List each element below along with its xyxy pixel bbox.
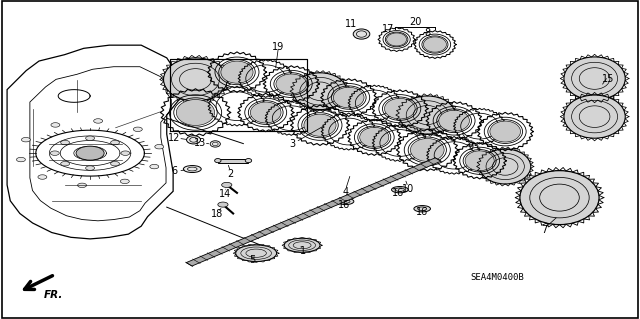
- Ellipse shape: [284, 238, 320, 252]
- Text: 4: 4: [342, 187, 349, 197]
- Circle shape: [218, 202, 228, 207]
- Text: 5: 5: [249, 255, 255, 264]
- Text: 2: 2: [227, 169, 234, 179]
- Circle shape: [221, 182, 232, 188]
- Circle shape: [21, 137, 30, 142]
- Ellipse shape: [360, 127, 389, 147]
- Text: 16: 16: [338, 200, 350, 210]
- Text: 19: 19: [273, 42, 285, 52]
- Ellipse shape: [214, 159, 221, 163]
- Polygon shape: [186, 158, 441, 266]
- Circle shape: [38, 175, 47, 179]
- Circle shape: [61, 161, 70, 166]
- Text: 1: 1: [300, 246, 307, 256]
- Ellipse shape: [424, 37, 447, 52]
- Text: 13: 13: [194, 138, 206, 148]
- Text: 11: 11: [344, 19, 356, 29]
- Circle shape: [76, 146, 104, 160]
- Ellipse shape: [414, 205, 431, 212]
- Ellipse shape: [221, 61, 253, 83]
- Circle shape: [155, 145, 164, 149]
- Ellipse shape: [236, 245, 276, 262]
- Text: 10: 10: [402, 184, 414, 194]
- Text: 12: 12: [168, 133, 180, 143]
- Ellipse shape: [410, 138, 444, 161]
- Ellipse shape: [250, 102, 281, 123]
- Text: 3: 3: [289, 139, 295, 149]
- Ellipse shape: [520, 171, 599, 225]
- Circle shape: [111, 140, 120, 145]
- Ellipse shape: [210, 141, 220, 147]
- Bar: [218, 159, 248, 163]
- Text: SEA4M0400B: SEA4M0400B: [470, 272, 524, 281]
- Ellipse shape: [387, 33, 406, 46]
- Circle shape: [77, 183, 86, 188]
- Text: 15: 15: [602, 73, 614, 84]
- Ellipse shape: [465, 151, 494, 171]
- Ellipse shape: [183, 166, 201, 173]
- Ellipse shape: [186, 136, 200, 144]
- Text: 18: 18: [211, 210, 223, 219]
- Ellipse shape: [276, 74, 307, 94]
- Circle shape: [120, 179, 129, 183]
- Ellipse shape: [564, 95, 625, 138]
- Text: 20: 20: [409, 17, 421, 27]
- Circle shape: [150, 164, 159, 169]
- Ellipse shape: [293, 73, 347, 110]
- Ellipse shape: [439, 110, 469, 131]
- Ellipse shape: [304, 114, 336, 136]
- Text: FR.: FR.: [44, 290, 63, 300]
- Ellipse shape: [353, 29, 370, 39]
- Ellipse shape: [245, 159, 252, 163]
- Text: 9: 9: [467, 142, 473, 152]
- Text: 16: 16: [416, 207, 428, 217]
- Ellipse shape: [490, 121, 520, 142]
- Text: 16: 16: [392, 188, 404, 198]
- Text: 17: 17: [382, 24, 394, 33]
- Ellipse shape: [385, 98, 415, 119]
- Ellipse shape: [399, 96, 456, 134]
- Circle shape: [61, 140, 70, 145]
- Ellipse shape: [392, 187, 408, 193]
- Ellipse shape: [564, 57, 625, 100]
- Text: 6: 6: [172, 166, 177, 176]
- Text: 7: 7: [541, 225, 548, 235]
- Circle shape: [17, 157, 26, 162]
- Circle shape: [121, 151, 130, 155]
- Circle shape: [51, 123, 60, 127]
- Circle shape: [93, 119, 102, 123]
- Circle shape: [86, 136, 95, 140]
- Ellipse shape: [164, 58, 227, 101]
- Circle shape: [51, 151, 60, 155]
- Text: 8: 8: [424, 28, 430, 38]
- Text: 14: 14: [219, 189, 231, 199]
- Ellipse shape: [333, 87, 364, 108]
- Ellipse shape: [337, 198, 354, 204]
- Circle shape: [133, 127, 142, 131]
- Circle shape: [111, 161, 120, 166]
- Ellipse shape: [479, 149, 531, 184]
- Circle shape: [86, 166, 95, 170]
- Ellipse shape: [176, 100, 214, 125]
